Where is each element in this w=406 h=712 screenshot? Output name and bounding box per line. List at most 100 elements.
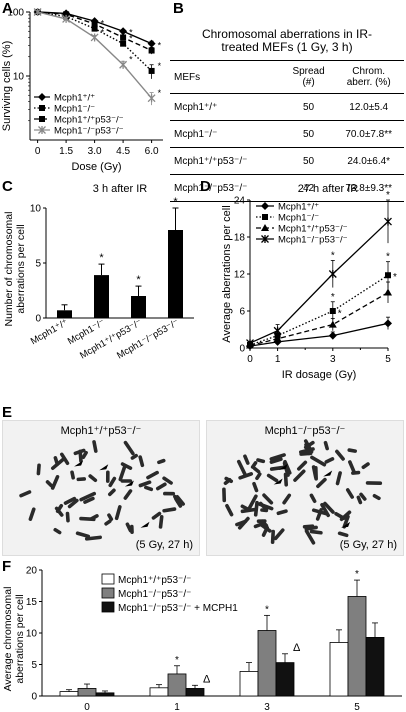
chromosome — [63, 496, 77, 505]
chromosome — [105, 470, 110, 483]
chromosome — [45, 480, 54, 488]
chromosome — [337, 531, 349, 538]
chromosome — [247, 494, 258, 510]
data-point — [91, 20, 98, 27]
chromosome-spread-right — [222, 439, 383, 545]
x-tick-label: 3 — [330, 354, 336, 365]
micrograph-left: Mcph1⁺/⁺p53⁻/⁻ (5 Gy, 27 h) — [2, 420, 200, 556]
chromosome — [260, 523, 272, 533]
chromosome — [250, 461, 258, 469]
chromosome — [323, 440, 329, 451]
y-tick-label: 5 — [31, 660, 37, 671]
legend-swatch — [101, 587, 115, 599]
bar — [275, 662, 295, 697]
col-header-spread-2: (#) — [302, 77, 315, 88]
data-point — [384, 288, 392, 296]
data-point — [119, 27, 128, 36]
chromosome — [258, 501, 269, 512]
chromosome — [311, 465, 318, 480]
data-point — [90, 33, 99, 42]
cell-aberr: 12.0±5.4 — [349, 101, 389, 113]
micrograph-right: Mcph1⁻/⁻p53⁻/⁻ (5 Gy, 27 h) — [206, 420, 404, 556]
significance-asterisk: * — [386, 252, 390, 263]
delta-marker: Δ — [293, 642, 301, 654]
chromosome — [269, 453, 286, 461]
legend-swatch — [101, 573, 115, 585]
chromosome — [60, 452, 70, 465]
significance-asterisk: * — [129, 27, 133, 37]
chromosome — [162, 476, 173, 485]
bar — [168, 230, 183, 318]
chromosome — [138, 455, 145, 468]
legend-label: Mcph1⁺/⁺p53⁻/⁻ — [54, 115, 124, 126]
legend-marker — [262, 214, 268, 220]
significance-asterisk: * — [101, 19, 105, 29]
chromosome — [146, 470, 159, 480]
x-axis-label: IR dosage (Gy) — [282, 369, 357, 381]
aberration-arrow — [341, 521, 351, 528]
panel-label-d: D — [200, 178, 211, 195]
chromosome — [238, 472, 254, 480]
micrograph-left-title: Mcph1⁺/⁺p53⁻/⁻ — [60, 425, 142, 437]
aberration-arrow — [278, 463, 288, 470]
chromosome — [53, 456, 60, 466]
chromosome — [359, 492, 367, 501]
table-row: Mcph1⁻/⁻p53⁻/⁻ 42 73.8±9.3** — [170, 175, 404, 202]
x-tick-label: 5 — [354, 702, 360, 712]
cell-mef: Mcph1⁻/⁻p53⁻/⁻ — [174, 182, 248, 194]
x-tick-label: 0 — [247, 354, 253, 365]
micrograph-right-title: Mcph1⁻/⁻p53⁻/⁻ — [264, 425, 346, 437]
x-tick-label: 0 — [35, 146, 41, 157]
aberration-arrow — [99, 464, 109, 471]
chromosome — [130, 453, 138, 460]
chromosome — [73, 448, 86, 456]
data-point — [328, 331, 337, 340]
chromosome — [262, 493, 274, 505]
significance-asterisk: * — [175, 655, 179, 666]
y-tick-label: 100 — [7, 8, 24, 19]
cell-spread: 50 — [303, 101, 315, 113]
y-tick-label: 0 — [239, 344, 245, 355]
chromosome — [163, 491, 176, 496]
legend-marker — [261, 202, 269, 210]
chromosome — [158, 515, 164, 529]
y-tick-label: 24 — [234, 196, 246, 207]
cell-mef: Mcph1⁻/⁻ — [174, 128, 218, 140]
chromosome — [255, 472, 262, 481]
x-tick-label: 5 — [385, 354, 391, 365]
legend-label: Mcph1⁻/⁻p53⁻/⁻ — [54, 126, 124, 137]
y-axis-label: Average chromosomal — [2, 587, 14, 692]
chromosome — [348, 460, 357, 475]
chromosome — [297, 460, 308, 471]
chromosome-spread-left — [19, 440, 185, 541]
significance-asterisk: * — [355, 569, 359, 580]
chromosome — [118, 464, 127, 482]
chromosome — [155, 482, 167, 491]
y-tick-label: 10 — [13, 72, 25, 83]
y-tick-label: 20 — [26, 566, 38, 577]
y-tick-label: 15 — [26, 597, 38, 608]
bar — [57, 310, 72, 318]
chromosome — [283, 459, 292, 475]
x-tick-label: 3 — [264, 702, 270, 712]
y-tick-label: 5 — [35, 259, 41, 270]
chromosome — [309, 493, 317, 503]
data-point — [384, 217, 392, 226]
legend-marker — [39, 105, 45, 111]
chromosome — [347, 448, 357, 453]
chromosome — [88, 474, 98, 483]
bar — [167, 673, 187, 697]
data-point — [384, 319, 392, 328]
bar — [239, 671, 259, 697]
bar — [257, 630, 277, 697]
chromosome — [356, 495, 363, 505]
data-point — [147, 94, 156, 103]
x-tick-label: 6.0 — [145, 146, 159, 157]
cell-mef: Mcph1⁺/⁺p53⁻/⁻ — [174, 155, 248, 167]
legend-label: Mcph1⁺/⁺p53⁻/⁻ — [118, 575, 191, 586]
chromosome — [243, 454, 250, 465]
chromosome — [269, 457, 283, 464]
significance-asterisk: * — [101, 27, 105, 37]
legend-label: Mcph1⁻/⁻p53⁻/⁻ + MCPH1 — [118, 603, 238, 614]
